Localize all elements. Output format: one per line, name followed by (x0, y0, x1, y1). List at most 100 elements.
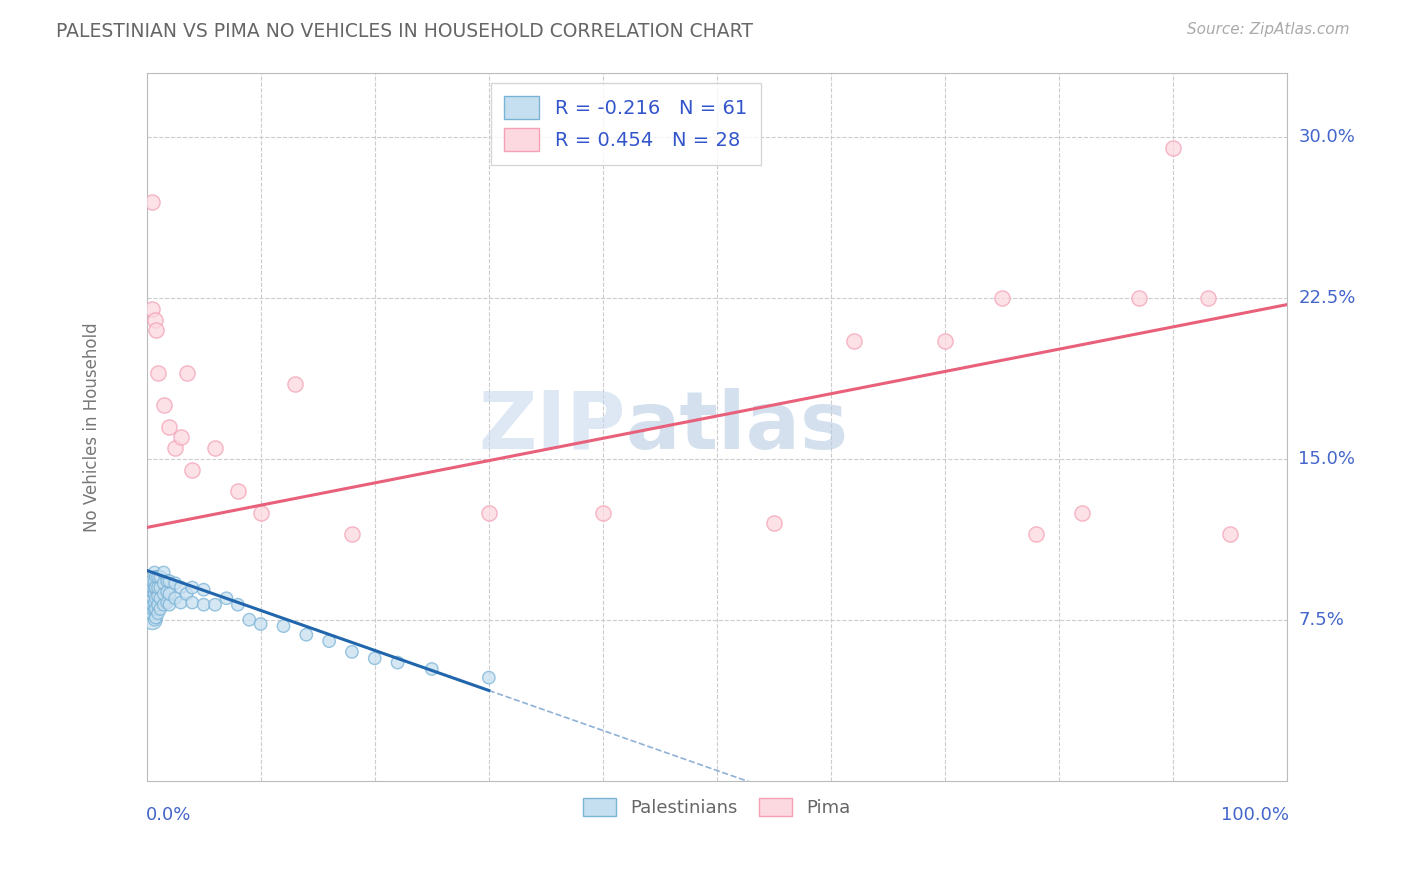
Point (141, 591, 163, 606)
Point (156, 596, 179, 610)
Point (170, 581, 193, 595)
Point (146, 598, 169, 612)
Point (204, 441, 226, 455)
Text: atlas: atlas (626, 388, 849, 466)
Point (193, 582, 215, 597)
Text: 30.0%: 30.0% (1299, 128, 1355, 146)
Point (143, 613, 166, 627)
Point (295, 628, 318, 642)
Point (157, 587, 180, 601)
Point (143, 312, 166, 326)
Point (149, 591, 172, 606)
Point (152, 598, 174, 612)
Point (152, 398, 174, 412)
Point (478, 671, 501, 685)
Point (143, 587, 166, 601)
Point (991, 291, 1014, 305)
Point (340, 527, 363, 541)
Point (170, 430, 193, 444)
Point (141, 602, 163, 616)
Point (141, 607, 163, 621)
Point (145, 581, 167, 595)
Point (934, 334, 956, 348)
Point (181, 581, 204, 595)
Text: 100.0%: 100.0% (1220, 806, 1288, 824)
Point (1071, 506, 1094, 520)
Point (149, 570, 172, 584)
Text: PALESTINIAN VS PIMA NO VEHICLES IN HOUSEHOLD CORRELATION CHART: PALESTINIAN VS PIMA NO VEHICLES IN HOUSE… (56, 22, 754, 41)
Point (1025, 527, 1047, 541)
Point (592, 506, 614, 520)
Point (157, 574, 180, 588)
Point (157, 419, 180, 434)
Point (141, 584, 163, 599)
Point (176, 587, 198, 601)
Point (204, 598, 226, 612)
Point (170, 596, 193, 610)
Point (364, 651, 387, 665)
Point (1197, 291, 1219, 305)
Point (152, 576, 174, 591)
Point (152, 566, 174, 580)
Point (1219, 527, 1241, 541)
Point (145, 570, 167, 584)
Point (145, 610, 167, 624)
Point (238, 613, 260, 627)
Point (146, 607, 169, 621)
Point (165, 441, 187, 455)
Point (763, 516, 786, 531)
Point (143, 574, 166, 588)
Legend: Palestinians, Pima: Palestinians, Pima (576, 790, 858, 824)
Point (149, 602, 172, 616)
Point (146, 581, 169, 595)
Point (318, 634, 340, 648)
Point (156, 574, 179, 588)
Point (165, 576, 187, 591)
Point (146, 570, 169, 584)
Point (226, 598, 249, 612)
Point (1128, 291, 1150, 305)
Point (145, 323, 167, 337)
Point (1161, 141, 1184, 155)
Point (181, 596, 204, 610)
Point (149, 581, 172, 595)
Text: 0.0%: 0.0% (145, 806, 191, 824)
Point (141, 301, 163, 316)
Point (284, 376, 307, 391)
Point (145, 591, 167, 606)
Point (165, 591, 187, 606)
Point (152, 587, 174, 601)
Point (143, 581, 166, 595)
Point (143, 596, 166, 610)
Point (215, 591, 238, 606)
Point (176, 366, 198, 380)
Point (156, 584, 179, 599)
Point (181, 462, 204, 476)
Point (143, 566, 166, 580)
Point (146, 366, 169, 380)
Point (145, 602, 167, 616)
Point (273, 619, 295, 633)
Point (143, 602, 166, 616)
Point (249, 617, 271, 632)
Point (141, 613, 163, 627)
Point (340, 645, 363, 659)
Point (387, 656, 409, 670)
Text: 22.5%: 22.5% (1299, 289, 1355, 307)
Point (193, 598, 215, 612)
Point (141, 194, 163, 209)
Text: No Vehicles in Household: No Vehicles in Household (83, 322, 101, 532)
Point (141, 598, 163, 612)
Point (141, 581, 163, 595)
Text: ZIP: ZIP (478, 388, 626, 466)
Point (842, 334, 865, 348)
Text: 15.0%: 15.0% (1299, 450, 1355, 468)
Point (420, 662, 443, 676)
Point (146, 589, 169, 603)
Point (249, 506, 271, 520)
Text: Source: ZipAtlas.com: Source: ZipAtlas.com (1187, 22, 1350, 37)
Point (226, 484, 249, 499)
Text: 7.5%: 7.5% (1299, 611, 1344, 629)
Point (157, 598, 180, 612)
Point (478, 506, 501, 520)
